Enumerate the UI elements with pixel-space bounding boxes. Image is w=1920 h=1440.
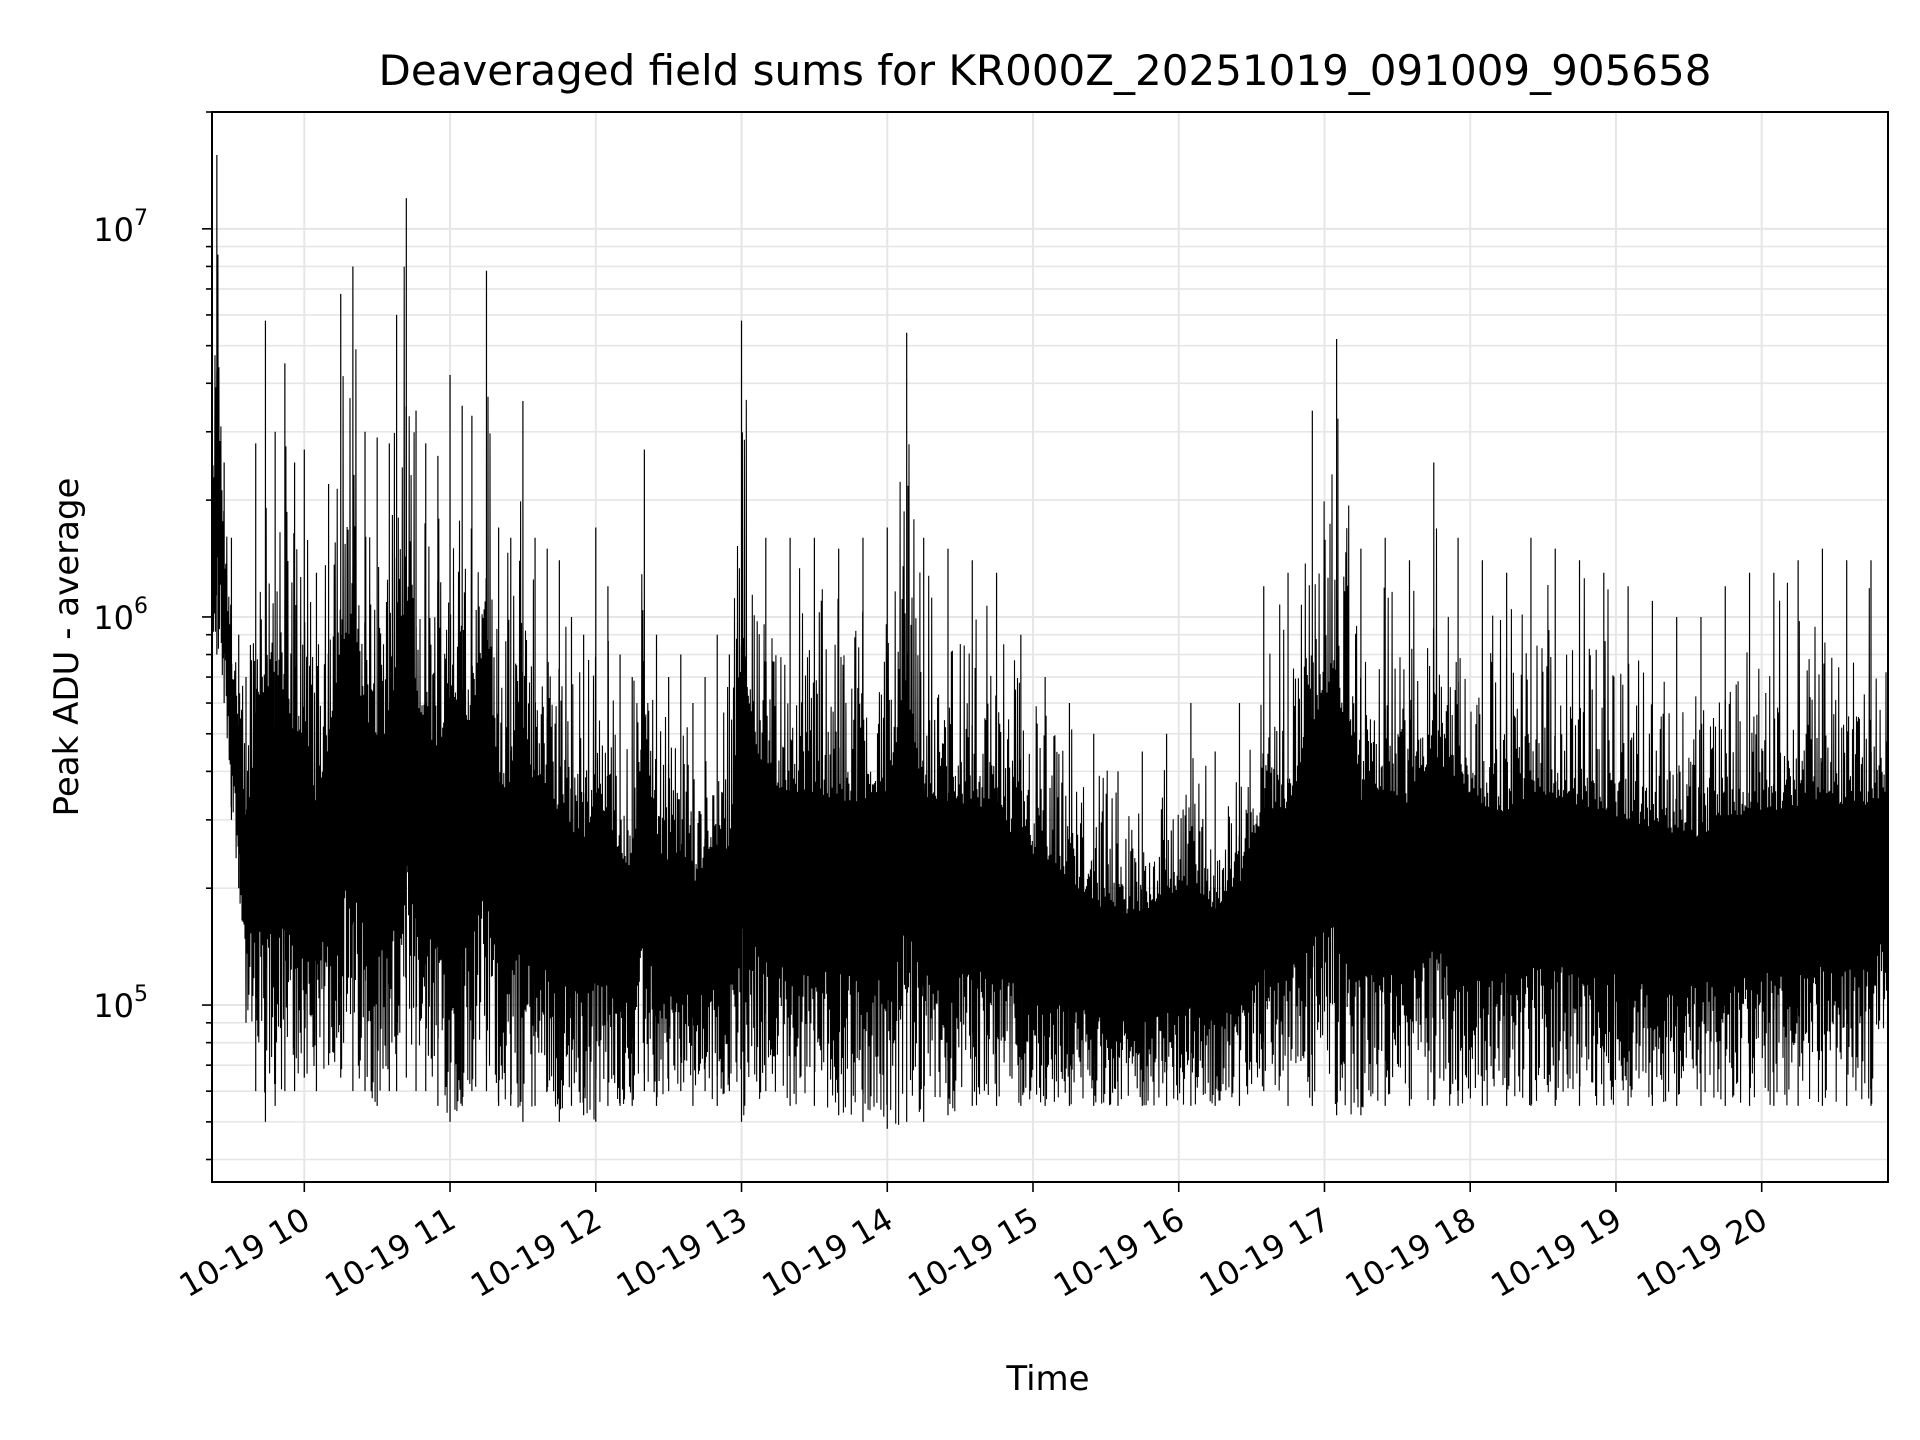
x-tick-label: 10-19 17 [1193, 1200, 1337, 1305]
x-tick-label: 10-19 19 [1484, 1200, 1628, 1305]
y-tick-label: 105 [93, 982, 148, 1025]
y-tick-exponent: 5 [134, 982, 148, 1007]
series-layer [211, 154, 1890, 1129]
y-tick-base: 10 [93, 987, 134, 1025]
x-axis: 10-19 10 10-19 11 10-19 12 10-19 13 10-19 14… [173, 1182, 1774, 1305]
y-axis-title: Peak ADU - average [47, 478, 87, 817]
y-tick-label: 106 [93, 594, 148, 637]
series-line [211, 254, 1890, 1125]
x-tick-label: 10-19 10 [173, 1200, 317, 1305]
x-tick-label: 10-19 20 [1630, 1200, 1774, 1305]
x-tick-label: 10-19 16 [1047, 1200, 1191, 1305]
y-tick-base: 10 [93, 599, 134, 637]
y-tick-label: 107 [93, 206, 148, 249]
x-tick-label: 10-19 11 [318, 1200, 462, 1305]
x-axis-title: Time [1005, 1359, 1089, 1399]
x-tick-label: 10-19 14 [756, 1200, 900, 1305]
chart-title: Deaveraged field sums for KR000Z_2025101… [379, 46, 1712, 95]
y-tick-exponent: 7 [134, 206, 148, 231]
x-tick-label: 10-19 18 [1339, 1200, 1483, 1305]
x-tick-label: 10-19 12 [464, 1200, 608, 1305]
x-tick-label: 10-19 13 [610, 1200, 754, 1305]
x-tick-label: 10-19 15 [901, 1200, 1045, 1305]
plot-frame [211, 111, 1889, 1183]
y-tick-exponent: 6 [134, 594, 148, 619]
y-tick-base: 10 [93, 211, 134, 249]
